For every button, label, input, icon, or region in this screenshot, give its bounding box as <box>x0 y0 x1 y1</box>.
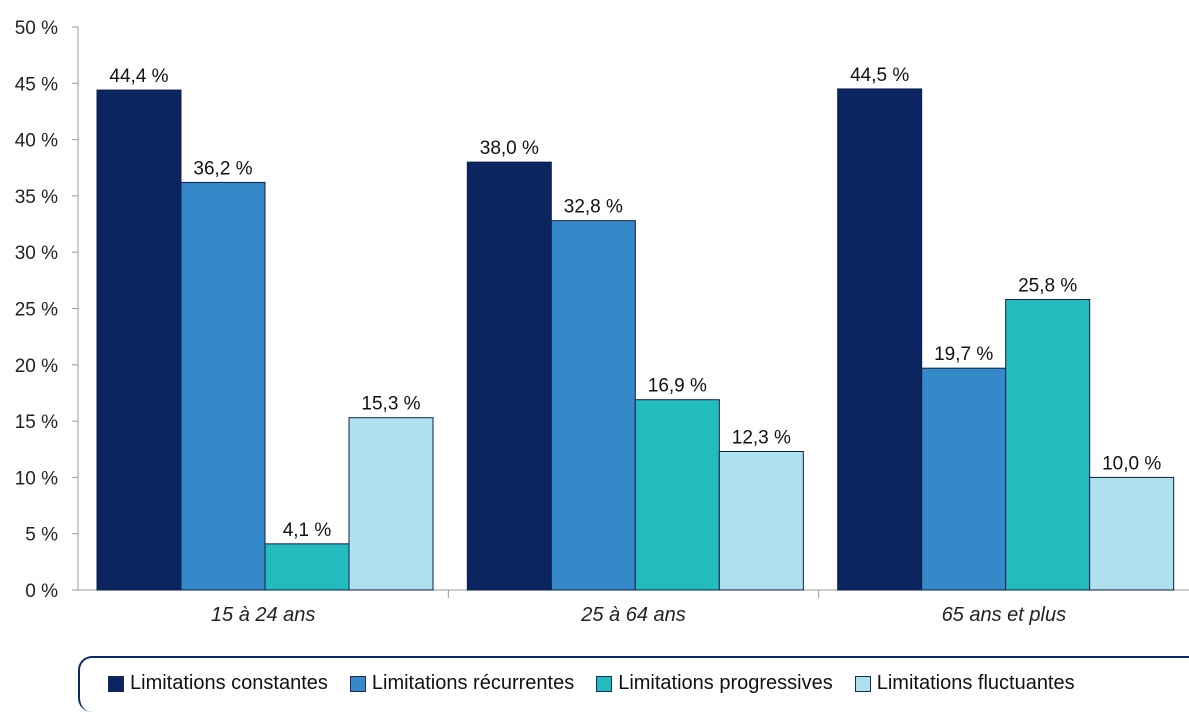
y-tick-label: 0 % <box>25 581 58 602</box>
data-label: 12,3 % <box>732 428 791 449</box>
legend-label-fluctuantes: Limitations fluctuantes <box>876 672 1075 694</box>
bar <box>1089 476 1175 591</box>
bar <box>718 451 804 591</box>
legend-label-constantes: Limitations constantes <box>130 672 328 694</box>
bar <box>550 220 636 591</box>
bar <box>348 417 434 591</box>
legend-frame <box>78 656 1189 712</box>
y-tick-label: 30 % <box>15 243 58 264</box>
data-label: 16,9 % <box>648 376 707 397</box>
legend-swatch-recurrentes <box>349 675 366 692</box>
legend-label-progressives: Limitations progressives <box>618 672 833 694</box>
bar <box>96 89 182 591</box>
data-label: 19,7 % <box>934 344 993 365</box>
y-tick-label: 45 % <box>15 74 58 95</box>
y-tick-label: 5 % <box>25 525 58 546</box>
data-label: 25,8 % <box>1018 275 1077 296</box>
y-tick-label: 50 % <box>15 18 58 39</box>
y-tick-label: 40 % <box>15 131 58 152</box>
bar <box>921 367 1007 591</box>
x-tick-label: 25 à 64 ans <box>580 604 686 626</box>
y-tick-label: 20 % <box>15 356 58 377</box>
data-label: 44,4 % <box>109 66 168 87</box>
y-tick-label: 15 % <box>15 412 58 433</box>
bar <box>466 161 552 591</box>
y-tick-label: 25 % <box>15 300 58 321</box>
data-label: 44,5 % <box>850 65 909 86</box>
bar <box>264 543 350 591</box>
legend: Limitations constantes Limitations récur… <box>108 672 1075 695</box>
x-tick-label: 65 ans et plus <box>942 604 1067 626</box>
bar <box>180 181 266 591</box>
data-label: 4,1 % <box>283 520 332 541</box>
bar <box>1005 298 1091 591</box>
legend-swatch-constantes <box>108 675 124 692</box>
legend-item-fluctuantes: Limitations fluctuantes <box>854 672 1075 695</box>
legend-item-progressives: Limitations progressives <box>596 672 833 695</box>
bar <box>837 88 923 591</box>
x-tick-label: 15 à 24 ans <box>211 604 316 626</box>
legend-label-recurrentes: Limitations récurrentes <box>371 672 575 694</box>
data-label: 38,0 % <box>480 138 539 159</box>
data-label: 36,2 % <box>193 158 252 179</box>
y-tick-label: 35 % <box>15 187 58 208</box>
legend-item-constantes: Limitations constantes <box>108 672 328 695</box>
bar <box>634 399 720 591</box>
legend-item-recurrentes: Limitations récurrentes <box>349 672 575 695</box>
legend-swatch-fluctuantes <box>854 675 871 692</box>
data-label: 10,0 % <box>1102 453 1161 474</box>
data-label: 32,8 % <box>564 197 623 218</box>
legend-swatch-progressives <box>596 675 613 692</box>
y-tick-label: 10 % <box>15 468 58 489</box>
data-label: 15,3 % <box>361 394 420 415</box>
